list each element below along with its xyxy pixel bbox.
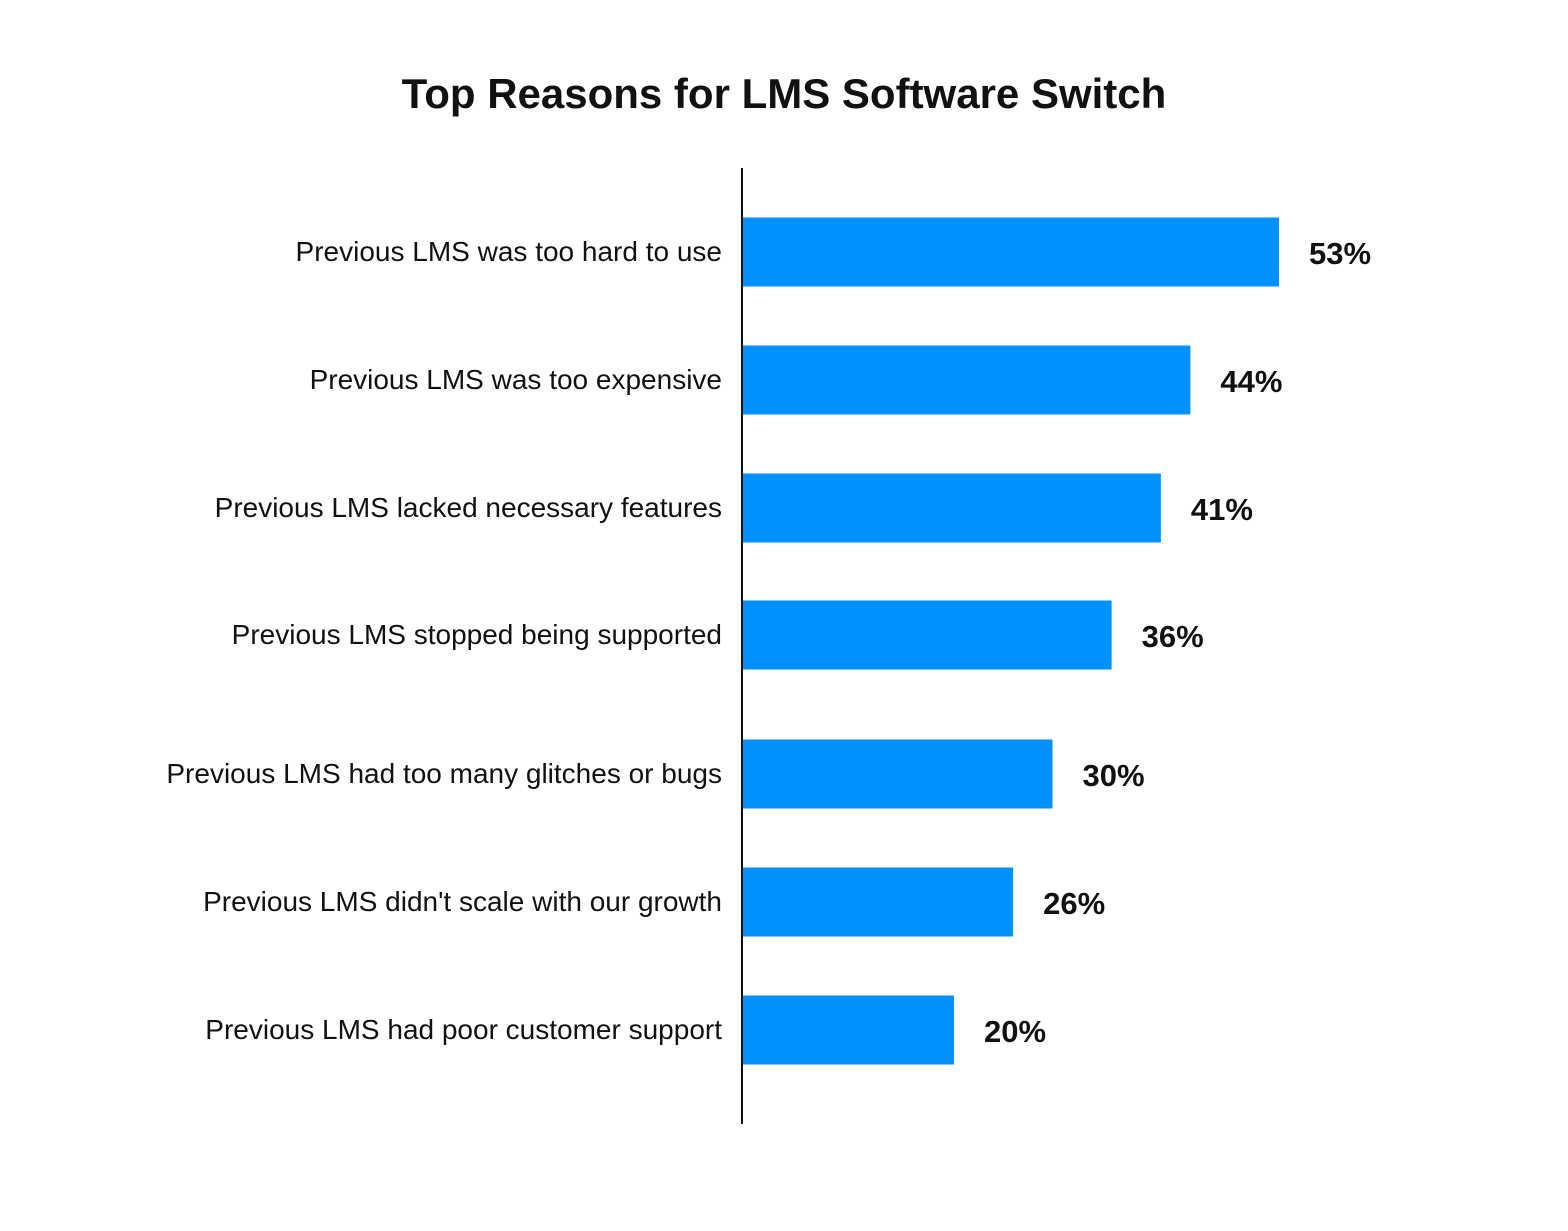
category-label: Previous LMS lacked necessary features bbox=[215, 492, 722, 523]
category-label: Previous LMS was too hard to use bbox=[296, 236, 722, 267]
value-label: 20% bbox=[984, 1014, 1046, 1049]
bar bbox=[743, 217, 1280, 287]
value-label: 26% bbox=[1043, 886, 1105, 921]
category-label: Previous LMS had poor customer support bbox=[205, 1014, 722, 1045]
value-label: 41% bbox=[1191, 492, 1253, 527]
chart-title: Top Reasons for LMS Software Switch bbox=[401, 70, 1167, 117]
value-label: 30% bbox=[1083, 758, 1145, 793]
bar bbox=[743, 345, 1191, 415]
bar bbox=[743, 995, 954, 1065]
bar bbox=[743, 867, 1014, 937]
category-label: Previous LMS had too many glitches or bu… bbox=[166, 758, 722, 789]
category-label: Previous LMS was too expensive bbox=[310, 364, 722, 395]
bar bbox=[743, 473, 1161, 543]
value-label: 44% bbox=[1220, 364, 1282, 399]
value-label: 53% bbox=[1309, 236, 1371, 271]
bar bbox=[743, 600, 1112, 670]
bar bbox=[743, 739, 1053, 809]
value-label: 36% bbox=[1142, 619, 1204, 654]
category-label: Previous LMS didn't scale with our growt… bbox=[203, 886, 722, 917]
category-label: Previous LMS stopped being supported bbox=[232, 619, 722, 650]
